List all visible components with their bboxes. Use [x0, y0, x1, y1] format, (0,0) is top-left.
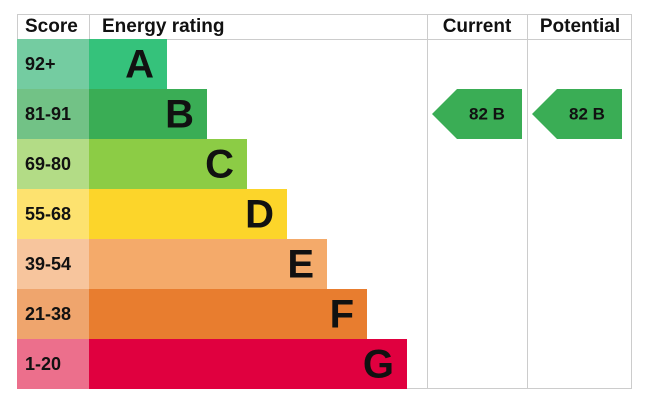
score-label: 55-68	[25, 204, 71, 224]
score-cell	[17, 89, 89, 139]
rating-letter: C	[205, 143, 234, 187]
rating-bar	[89, 39, 167, 89]
rating-letter: G	[363, 343, 394, 387]
score-cell	[17, 39, 89, 89]
score-cell	[17, 139, 89, 189]
rating-letter: B	[165, 93, 194, 137]
rating-letter: D	[245, 193, 274, 237]
potential-rating: 82 B	[569, 104, 605, 123]
rating-letter: E	[287, 243, 314, 287]
header-current: Current	[443, 16, 512, 37]
rating-bar	[89, 289, 367, 339]
rating-bar	[89, 339, 407, 389]
rating-bar	[89, 239, 327, 289]
rating-letter: A	[125, 43, 154, 87]
header-rating: Energy rating	[102, 16, 224, 37]
rating-bar	[89, 189, 287, 239]
score-label: 21-38	[25, 304, 71, 324]
score-cell	[17, 189, 89, 239]
rating-letter: F	[330, 293, 354, 337]
current-rating: 82 B	[469, 104, 505, 123]
score-label: 1-20	[25, 354, 61, 374]
current-arrow	[432, 89, 522, 139]
score-label: 39-54	[25, 254, 71, 274]
rating-bar	[89, 139, 247, 189]
header-score: Score	[25, 16, 78, 37]
score-cell	[17, 239, 89, 289]
score-label: 69-80	[25, 154, 71, 174]
score-label: 81-91	[25, 104, 71, 124]
header-potential: Potential	[540, 16, 620, 37]
score-cell	[17, 289, 89, 339]
rating-bar	[89, 89, 207, 139]
score-label: 92+	[25, 54, 56, 74]
score-cell	[17, 339, 89, 389]
potential-arrow	[532, 89, 622, 139]
